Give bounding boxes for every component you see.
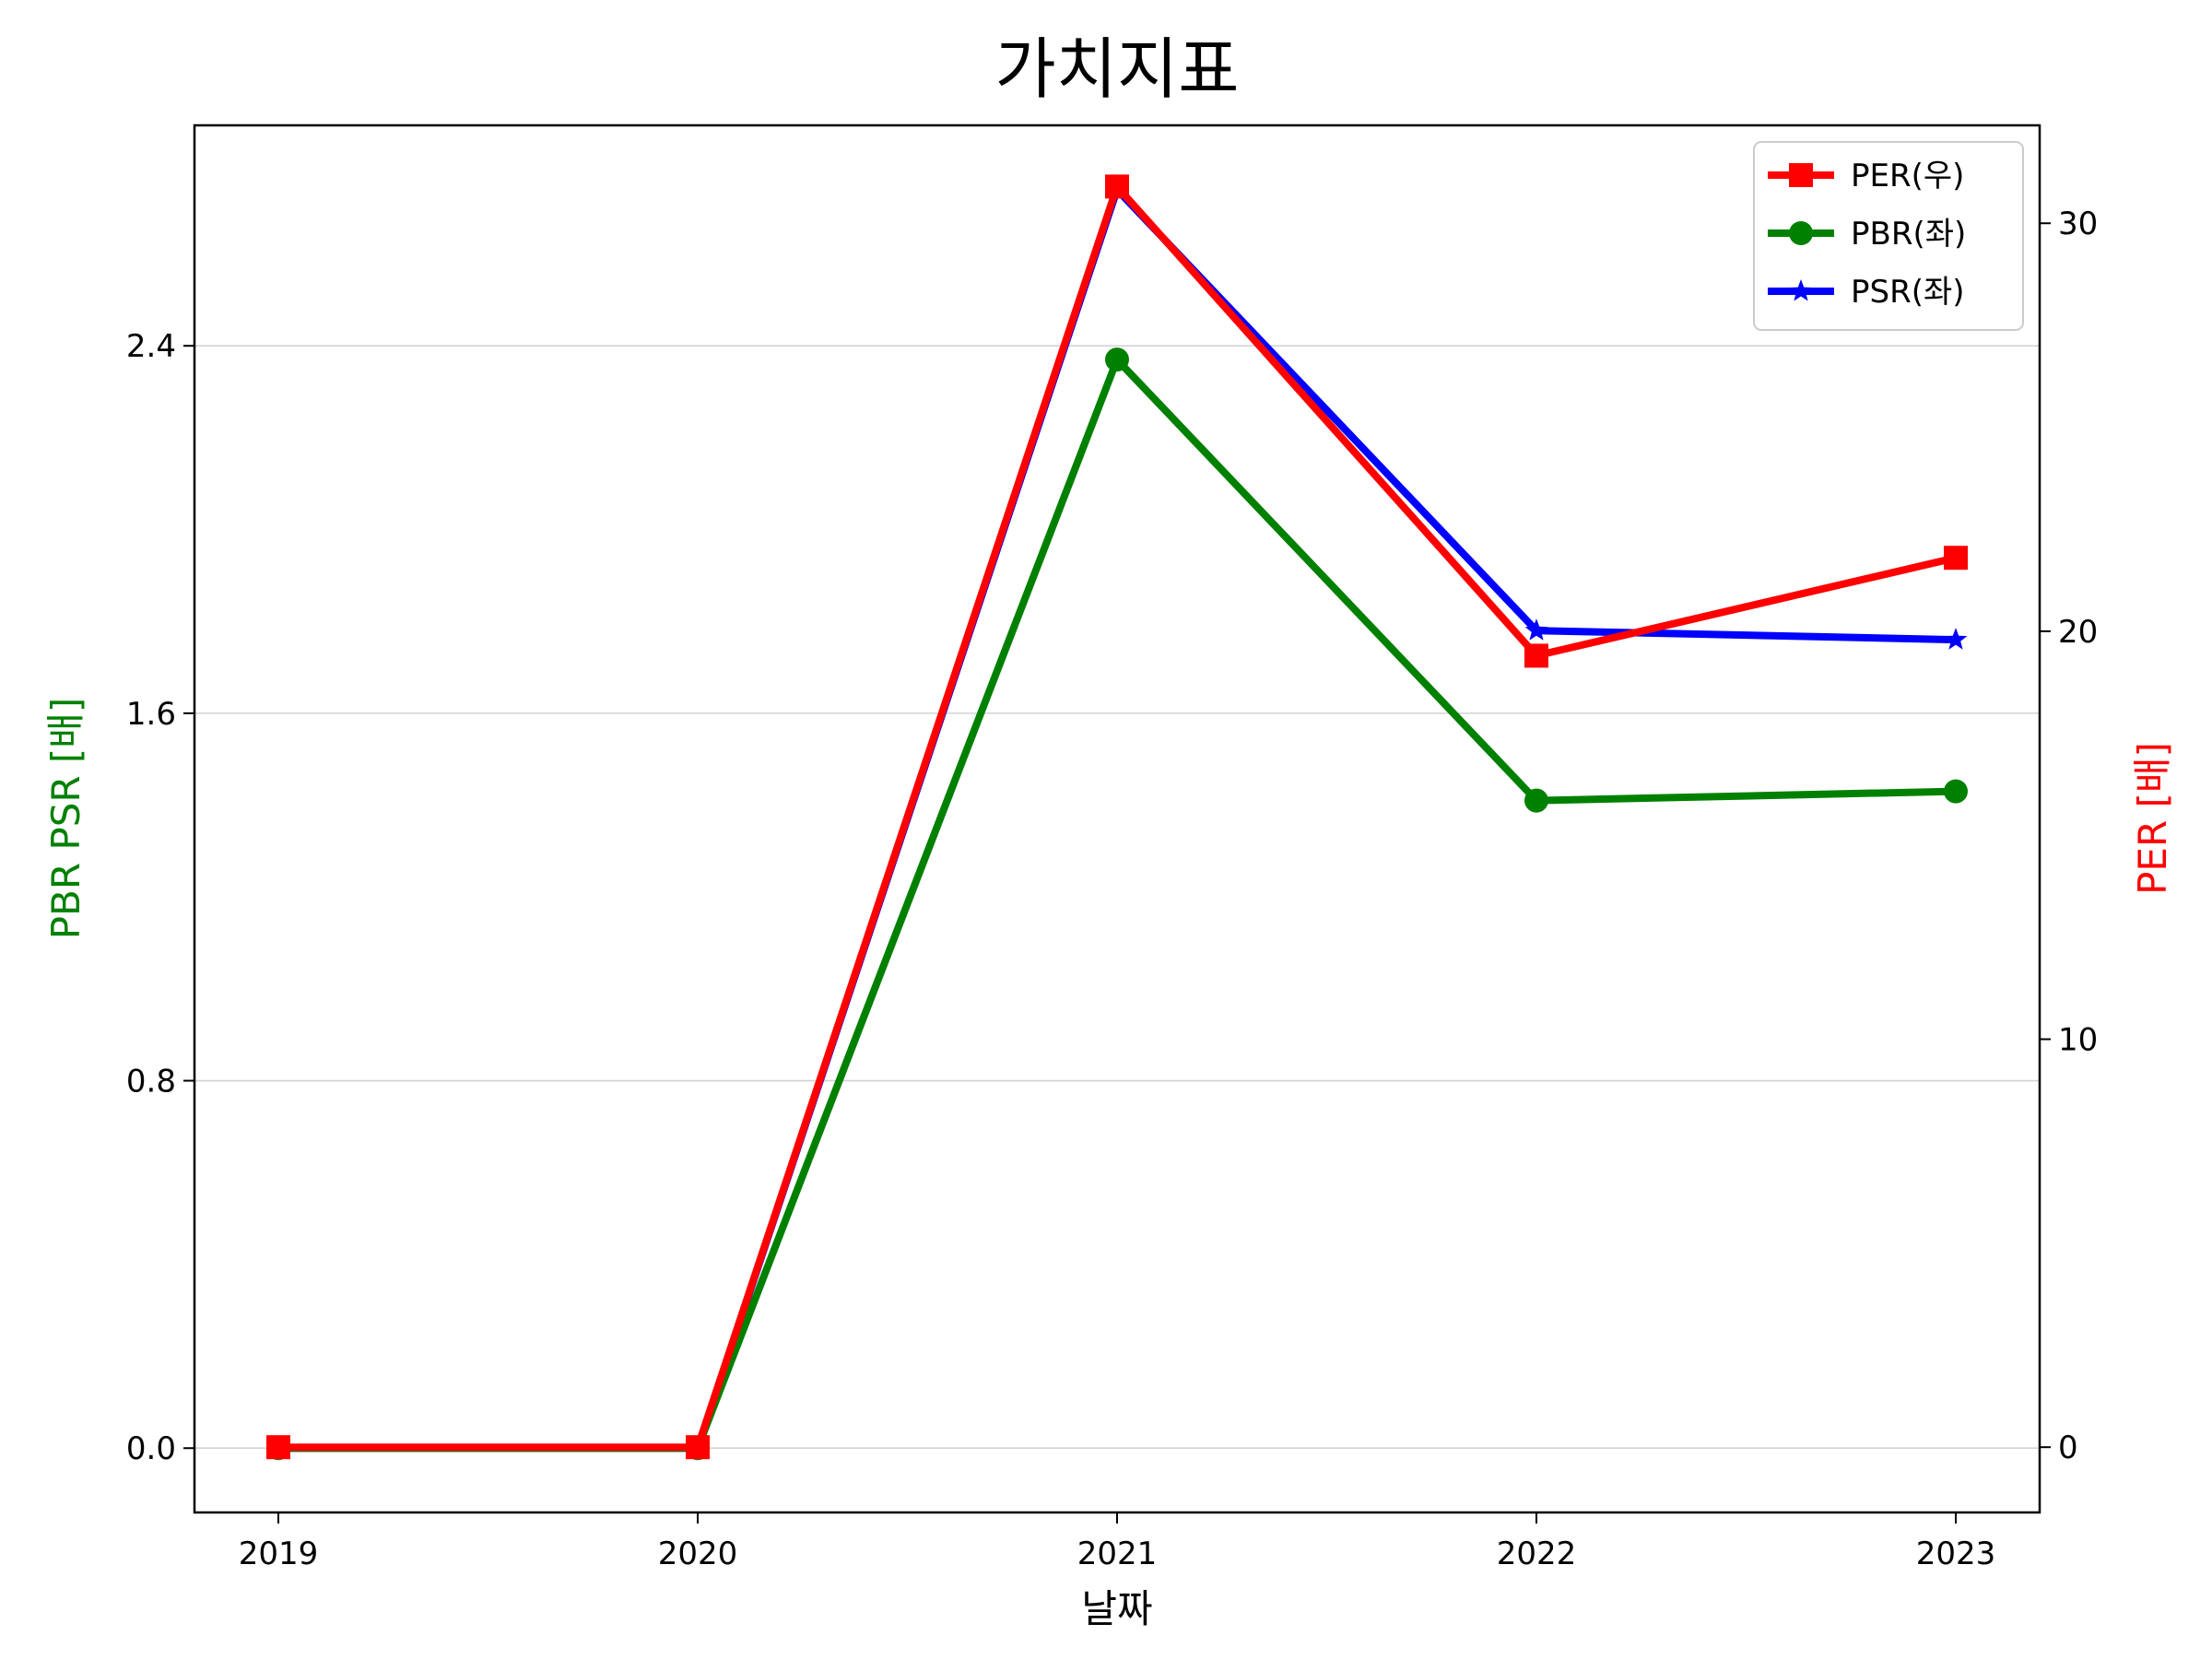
- x-tick-label: 2022: [1497, 1535, 1577, 1572]
- legend-marker: [1789, 221, 1813, 245]
- x-tick-label: 2020: [658, 1535, 738, 1572]
- right-y-tick-label: 20: [2058, 614, 2098, 651]
- legend-label: PSR(좌): [1851, 274, 1965, 311]
- x-axis: 2019 2020 2021 2022 2023: [239, 1512, 1996, 1572]
- left-y-axis-title: PBR PSR [배]: [43, 698, 88, 940]
- data-point-pbr: [1105, 347, 1129, 372]
- data-point-per: [1105, 174, 1129, 199]
- data-point-per: [1524, 643, 1548, 668]
- data-point-psr: [1524, 618, 1548, 641]
- data-point-per: [1944, 546, 1968, 571]
- right-y-tick-label: 10: [2058, 1022, 2098, 1059]
- legend: PER(우) PBR(좌) PSR(좌): [1753, 141, 2024, 331]
- x-axis-title: 날짜: [1081, 1586, 1152, 1631]
- left-y-tick-label: 0.8: [126, 1064, 176, 1100]
- data-point-psr: [1944, 628, 1968, 650]
- data-point-pbr: [1944, 779, 1968, 804]
- x-tick-label: 2021: [1077, 1535, 1158, 1572]
- chart-title: 가치지표: [995, 30, 1240, 108]
- x-tick-label: 2023: [1916, 1535, 1996, 1572]
- left-y-axis: 0.0 0.8 1.6 2.4: [126, 328, 194, 1467]
- x-tick-label: 2019: [239, 1535, 319, 1572]
- data-point-per: [686, 1435, 710, 1460]
- right-y-tick-label: 30: [2058, 206, 2098, 242]
- legend-box: [1753, 141, 2024, 331]
- legend-marker: [1789, 163, 1813, 187]
- data-point-per: [266, 1435, 290, 1460]
- legend-label: PER(우): [1851, 158, 1964, 194]
- legend-entry-psr: PSR(좌): [1768, 274, 1965, 311]
- left-y-tick-label: 0.0: [126, 1430, 176, 1467]
- right-y-tick-label: 0: [2058, 1430, 2078, 1466]
- legend-entry-per: PER(우): [1768, 158, 1964, 194]
- series-layer: [266, 174, 1968, 1461]
- series-per: [266, 174, 1968, 1460]
- right-y-axis: 0 10 20 30: [2040, 206, 2098, 1466]
- right-y-axis-title: PER [배]: [2130, 742, 2175, 895]
- legend-marker: [1789, 279, 1813, 301]
- left-y-tick-label: 1.6: [126, 696, 176, 733]
- left-y-tick-label: 2.4: [126, 328, 176, 365]
- legend-entry-pbr: PBR(좌): [1768, 216, 1966, 253]
- data-point-pbr: [1524, 788, 1548, 813]
- legend-label: PBR(좌): [1851, 216, 1966, 253]
